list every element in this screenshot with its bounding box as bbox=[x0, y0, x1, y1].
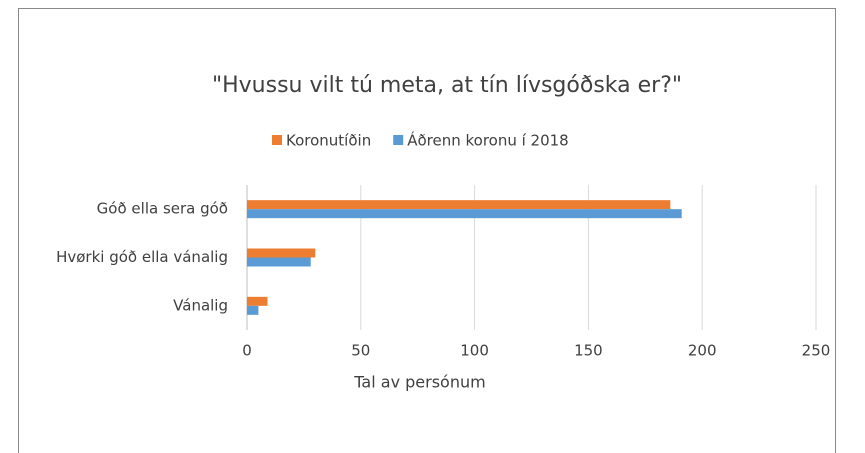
x-tick-label: 200 bbox=[688, 342, 717, 360]
chart-frame bbox=[18, 8, 836, 453]
bar bbox=[247, 257, 311, 267]
x-axis-label: Tal av persónum bbox=[353, 373, 485, 392]
bar bbox=[247, 305, 259, 315]
legend-swatch bbox=[393, 135, 404, 145]
x-tick-label: 250 bbox=[802, 342, 831, 360]
y-tick-label: Hvørki góð ella vánalig bbox=[56, 248, 228, 266]
y-tick-label: Vánalig bbox=[173, 296, 228, 314]
legend-label: Áðrenn koronu í 2018 bbox=[407, 131, 569, 150]
x-tick-label: 100 bbox=[460, 342, 489, 360]
legend-swatch bbox=[272, 135, 282, 145]
x-tick-label: 0 bbox=[242, 342, 252, 360]
x-tick-label: 150 bbox=[574, 342, 603, 360]
y-tick-label: Góð ella sera góð bbox=[97, 200, 228, 218]
x-tick-label: 50 bbox=[351, 342, 370, 360]
bar bbox=[247, 248, 316, 258]
bar bbox=[247, 200, 671, 210]
chart-title: "Hvussu vilt tú meta, at tín lívsgóðska … bbox=[212, 73, 682, 98]
legend-label: Koronutíðin bbox=[286, 132, 371, 150]
bar bbox=[247, 296, 268, 306]
bar bbox=[247, 209, 682, 219]
